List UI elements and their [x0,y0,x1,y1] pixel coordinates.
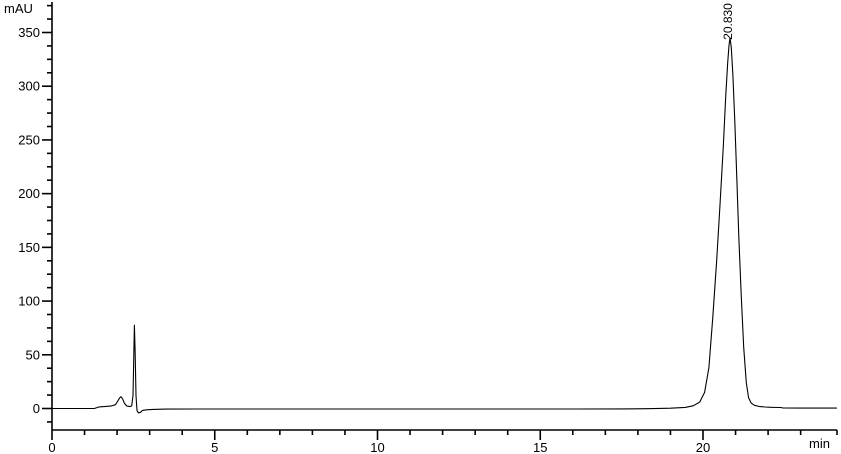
y-tick-label-350: 350 [18,25,40,40]
y-tick-label-150: 150 [18,240,40,255]
signal-trace [51,37,838,414]
y-tick-label-0: 0 [33,401,40,416]
x-tick-label-0: 0 [48,440,55,454]
y-tick-label-200: 200 [18,186,40,201]
y-tick-label-50: 50 [26,347,40,362]
x-axis-unit-label: min [809,436,830,451]
x-tick-label-5: 5 [211,440,218,454]
y-tick-label-100: 100 [18,294,40,309]
y-axis-unit-label: mAU [4,1,33,16]
x-tick-label-20: 20 [696,440,710,454]
y-tick-label-250: 250 [18,132,40,147]
x-tick-label-15: 15 [533,440,547,454]
x-tick-label-10: 10 [370,440,384,454]
y-tick-label-300: 300 [18,79,40,94]
peak-retention-time-label: 20.830 [721,3,735,40]
